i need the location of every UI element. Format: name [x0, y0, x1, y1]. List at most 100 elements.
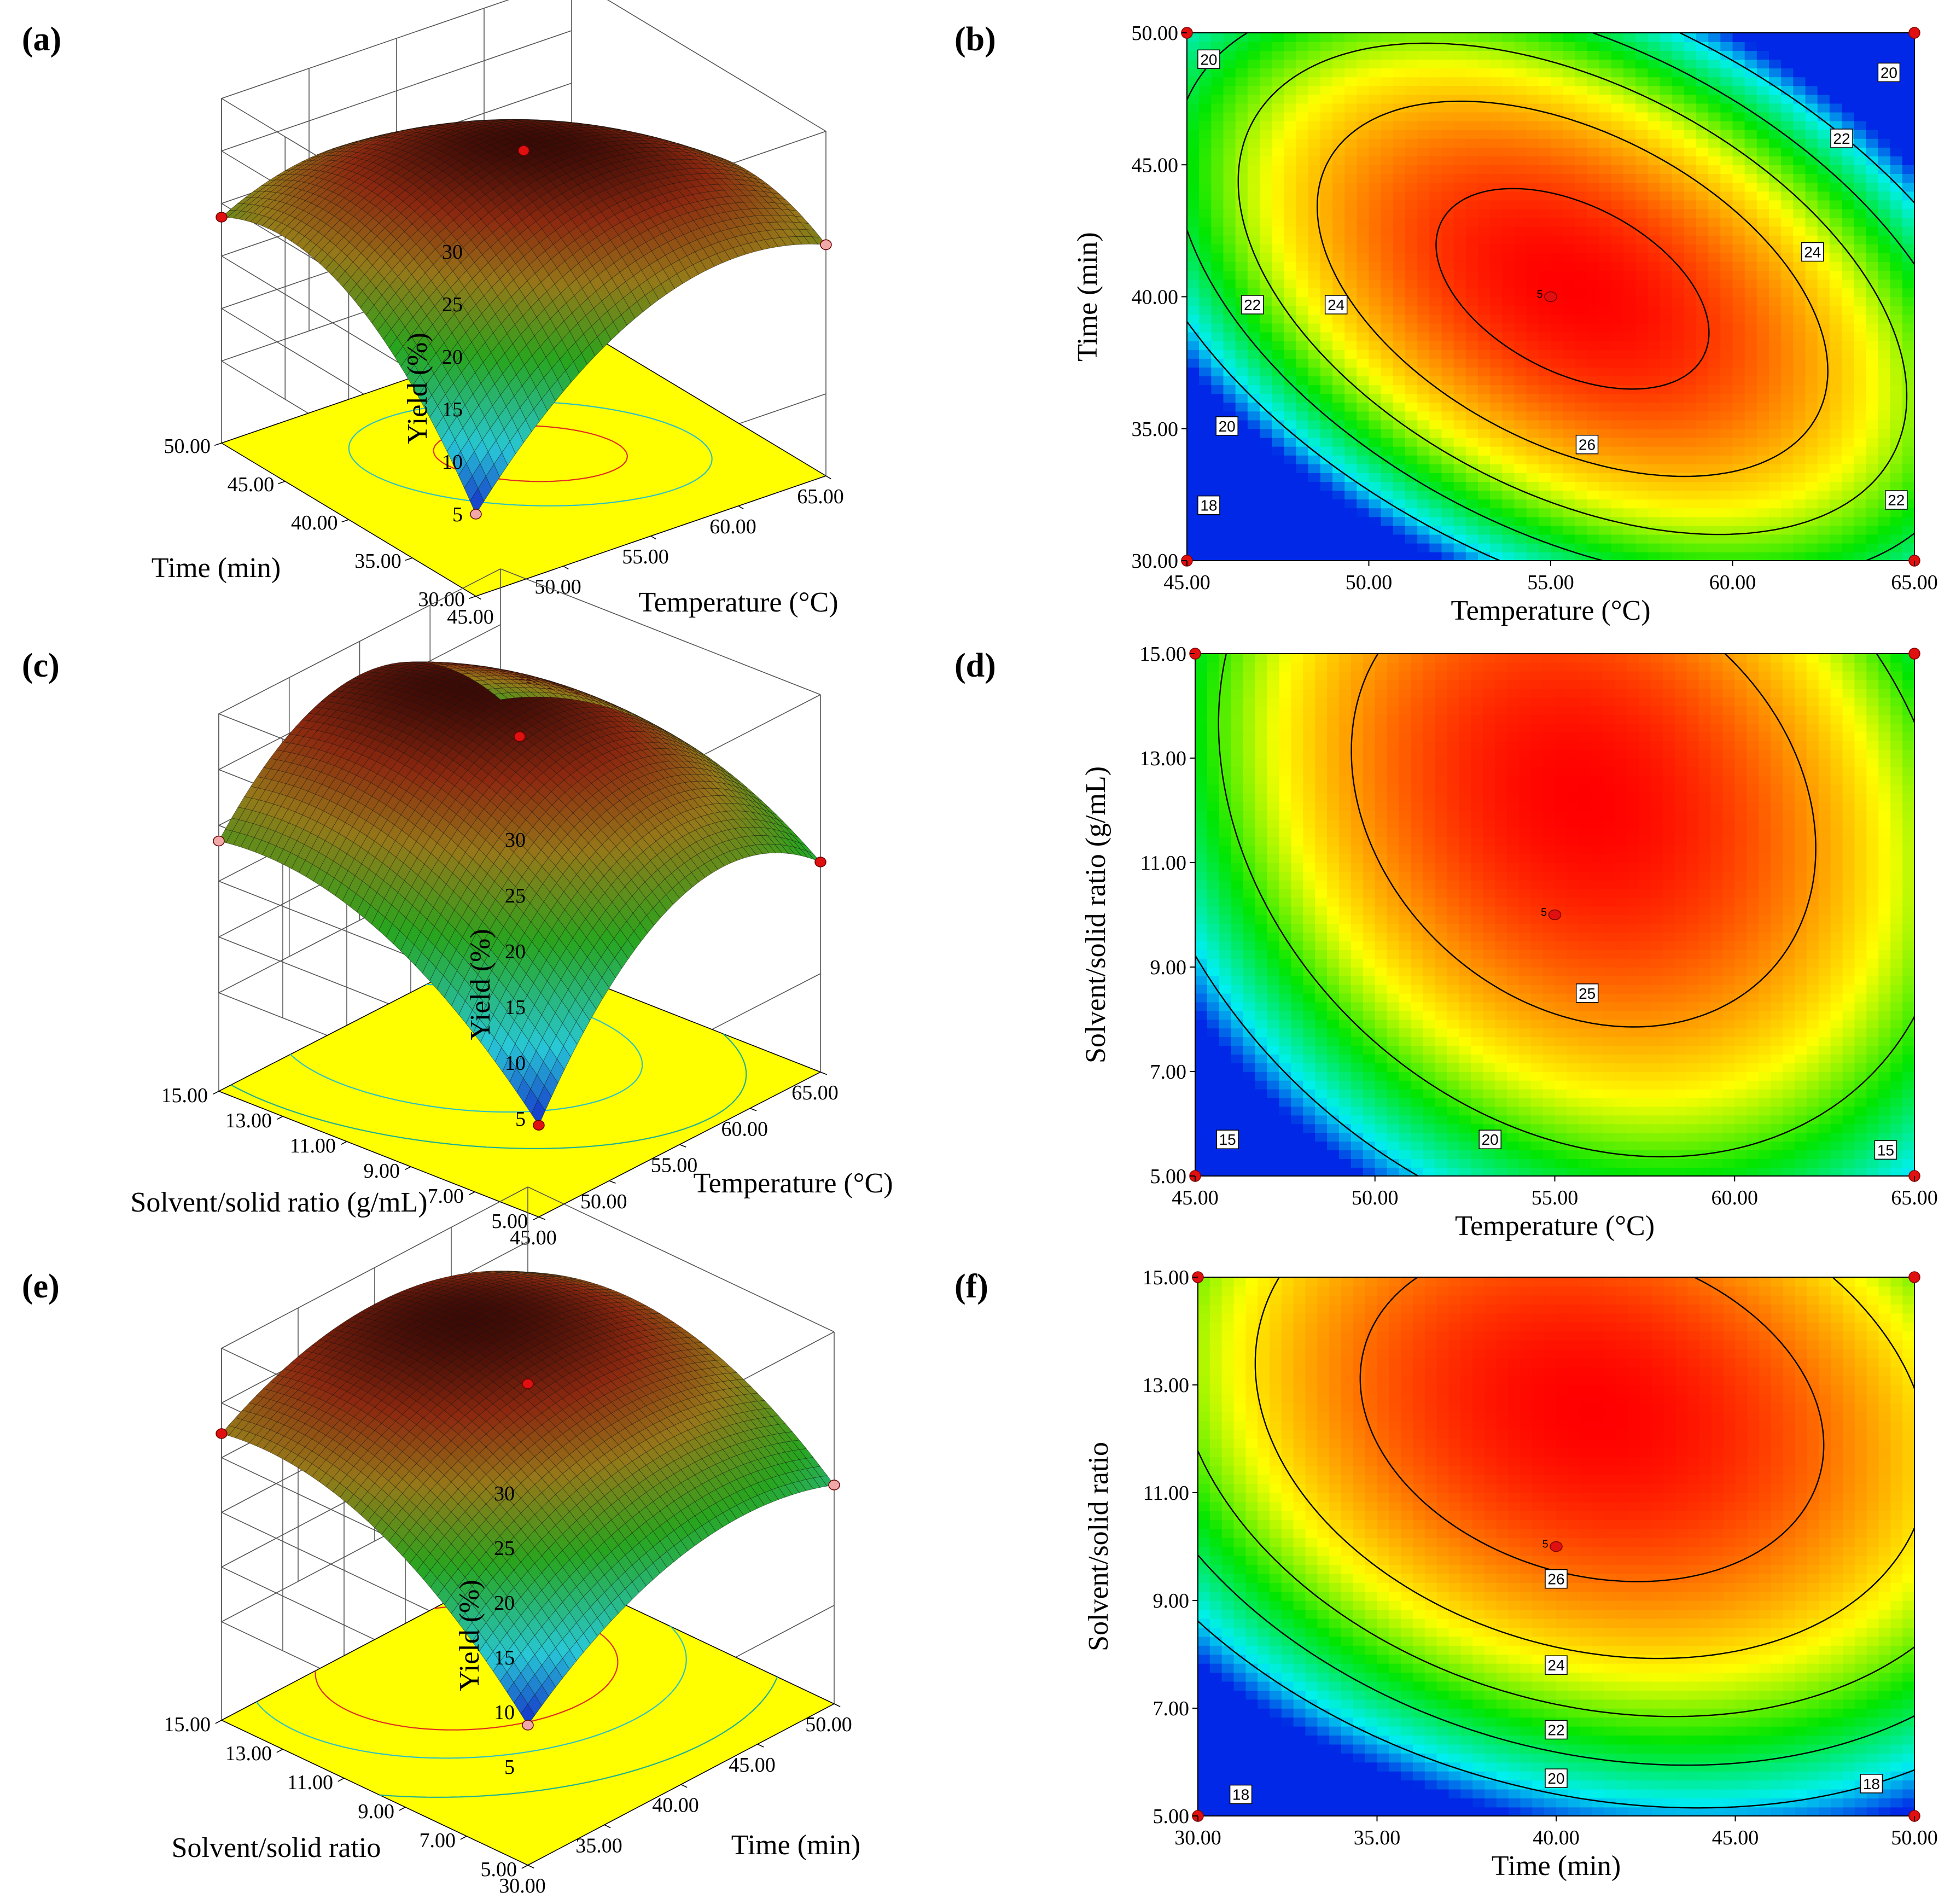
x-tick-mark — [650, 535, 656, 540]
y-tick-label: 9.00 — [364, 1160, 400, 1183]
design-point — [533, 1120, 545, 1131]
y-tick-label: 5.00 — [1150, 1165, 1187, 1188]
contour-label-text: 20 — [1219, 418, 1236, 435]
contour-label-text: 20 — [1881, 64, 1897, 81]
y-tick-mark — [468, 596, 476, 599]
contour-label-text: 15 — [1877, 1142, 1894, 1158]
contour-label: 20 — [1197, 49, 1220, 69]
x-tick-label: 45.00 — [1163, 571, 1210, 594]
x-tick-label: 65.00 — [1891, 1186, 1938, 1209]
box-edge — [607, 0, 826, 132]
y-tick-label: 5.00 — [492, 1210, 528, 1233]
y-tick-label: 45.00 — [1132, 154, 1179, 177]
x-tick-label: 55.00 — [622, 545, 669, 568]
contour-label-text: 24 — [1328, 296, 1344, 313]
y-tick-label: 30.00 — [1132, 550, 1179, 573]
x-tick-label: 50.00 — [1346, 571, 1393, 594]
x-axis-title: Temperature (°C) — [638, 587, 838, 618]
x-tick-label: 50.00 — [1352, 1186, 1399, 1209]
z-tick-label: 10 — [505, 1052, 526, 1075]
x-tick-mark — [475, 596, 481, 600]
center-point — [1544, 291, 1557, 302]
contour-label-text: 22 — [1833, 130, 1850, 147]
y-tick-mark — [277, 1116, 283, 1120]
y-tick-label: 7.00 — [428, 1185, 464, 1208]
floor-contour-level-26 — [433, 425, 628, 482]
x-tick-label: 60.00 — [721, 1117, 769, 1140]
center-point — [1548, 909, 1562, 921]
z-tick-label: 15 — [442, 398, 463, 421]
y-axis-title: Solvent/solid ratio (g/mL) — [130, 1187, 427, 1218]
panel-label-d: (d) — [954, 647, 996, 684]
y-tick-mark — [469, 1191, 475, 1196]
contour-label: 24 — [1324, 295, 1348, 315]
y-tick-mark — [213, 1091, 219, 1095]
z-tick-label: 20 — [442, 346, 463, 369]
y-tick-label: 11.00 — [1140, 852, 1186, 875]
contour-label: 20 — [1877, 62, 1901, 83]
z-tick-label: 25 — [505, 884, 526, 907]
x-tick-label: 60.00 — [1709, 571, 1756, 594]
x-tick-label: 55.00 — [1532, 1186, 1579, 1209]
contour-label: 18 — [1197, 495, 1220, 515]
y-tick-label: 40.00 — [1132, 286, 1179, 309]
design-point — [213, 835, 225, 847]
center-point-label: 5 — [1536, 289, 1542, 301]
z-tick-label: 30 — [505, 829, 526, 852]
y-tick-label: 11.00 — [290, 1134, 336, 1157]
z-axis-title: Yield (%) — [465, 929, 496, 1040]
x-tick-mark — [538, 1216, 545, 1220]
x-tick-label: 65.00 — [1891, 571, 1938, 594]
x-tick-label: 65.00 — [791, 1081, 839, 1104]
contour-label: 22 — [1885, 490, 1908, 510]
contour-label: 26 — [1575, 434, 1599, 455]
x-tick-label: 50.00 — [580, 1190, 627, 1213]
x-tick-label: 45.00 — [1172, 1186, 1219, 1209]
y-tick-label: 35.00 — [354, 550, 401, 573]
x-axis-title: Temperature (°C) — [1455, 1210, 1655, 1242]
y-tick-label: 35.00 — [1132, 418, 1179, 441]
x-tick-mark — [563, 566, 569, 570]
contour-label: 15 — [1874, 1140, 1897, 1160]
y-tick-label: 13.00 — [225, 1109, 272, 1132]
z-tick-label: 20 — [505, 940, 526, 963]
y-tick-mark — [341, 519, 349, 523]
panel-label-c: (c) — [22, 647, 60, 684]
y-tick-mark — [405, 557, 413, 561]
y-tick-label: 15.00 — [161, 1084, 208, 1107]
y-axis-title: Time (min) — [1072, 232, 1103, 361]
x-tick-mark — [738, 505, 744, 510]
design-point — [514, 731, 526, 742]
contour-label-text: 20 — [1200, 51, 1217, 68]
y-tick-mark — [341, 1141, 347, 1145]
contour-label-text: 22 — [1244, 296, 1261, 313]
design-point — [1908, 648, 1920, 660]
contour-label: 24 — [1801, 242, 1824, 262]
contour-label-text: 18 — [1200, 497, 1217, 514]
design-point — [517, 145, 530, 156]
y-axis-title: Time (min) — [152, 552, 281, 584]
contour-label: 20 — [1478, 1129, 1501, 1149]
contour-label-text: 22 — [1888, 492, 1905, 509]
y-tick-label: 45.00 — [228, 473, 275, 496]
z-tick-label: 30 — [442, 241, 463, 264]
z-tick-label: 5 — [452, 503, 463, 526]
y-tick-label: 15.00 — [1140, 643, 1187, 666]
center-point-label: 5 — [1541, 907, 1547, 919]
design-point — [814, 857, 826, 867]
design-point — [1908, 27, 1920, 39]
x-tick-label: 65.00 — [797, 485, 844, 508]
contour-label-text: 25 — [1579, 985, 1596, 1002]
contour-label-text: 26 — [1579, 436, 1596, 453]
z-tick-label: 25 — [442, 293, 463, 316]
panel-label-a: (a) — [22, 21, 61, 58]
y-tick-label: 50.00 — [1132, 22, 1179, 45]
